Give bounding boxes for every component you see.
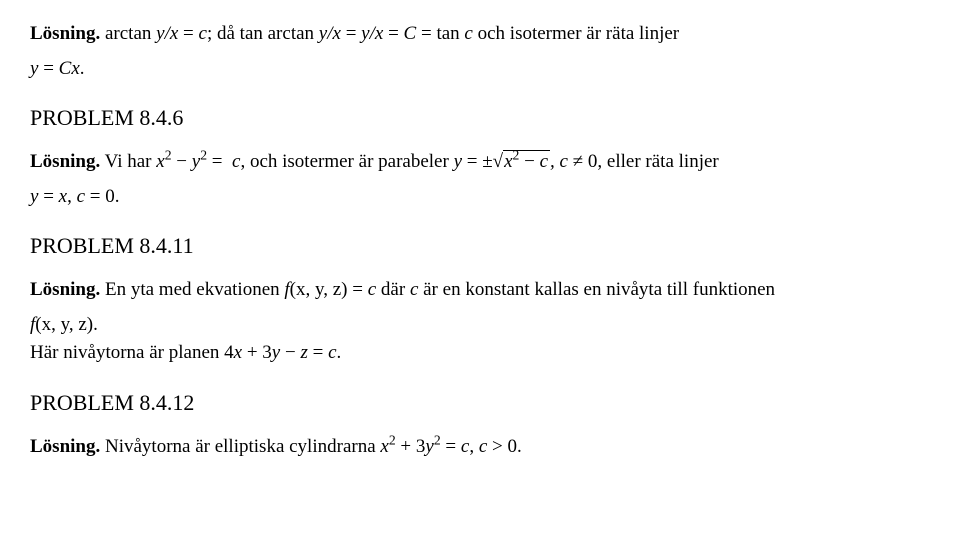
- text: Här nivåytorna är planen 4: [30, 342, 234, 363]
- var-x: x: [156, 151, 164, 172]
- expr: y/x: [319, 23, 341, 44]
- var-x: x: [59, 186, 67, 207]
- solution-846: Lösning. Vi har x2 − y2 = c, och isoterm…: [30, 148, 930, 177]
- eq: = tan: [416, 23, 464, 44]
- dot: .: [337, 342, 342, 363]
- solution-8411: Lösning. En yta med ekvationen f(x, y, z…: [30, 276, 930, 305]
- text: arctan: [100, 23, 156, 44]
- dot: .: [80, 58, 85, 79]
- var-c: c: [368, 279, 376, 300]
- var-x: x: [504, 151, 512, 172]
- sqrt-icon: x2 − c: [493, 148, 550, 177]
- neq: ≠ 0: [568, 151, 597, 172]
- var-x: x: [234, 342, 242, 363]
- plus: + 3: [242, 342, 272, 363]
- expr: y/x: [361, 23, 383, 44]
- var-z: z: [300, 342, 307, 363]
- var-c: c: [77, 186, 85, 207]
- losning-label: Lösning.: [30, 151, 100, 172]
- text: ; då tan arctan: [207, 23, 319, 44]
- var-c: c: [328, 342, 336, 363]
- text: och isotermer är räta linjer: [473, 23, 679, 44]
- var-y: y: [272, 342, 280, 363]
- expr: y/x: [156, 23, 178, 44]
- args: (x, y, z): [290, 279, 348, 300]
- eq-pm: = ±: [462, 151, 493, 172]
- text: där: [376, 279, 410, 300]
- solution-1: Lösning. arctan y/x = c; då tan arctan y…: [30, 20, 930, 49]
- dot: .: [93, 314, 98, 335]
- eq: =: [348, 279, 368, 300]
- solution-8411-line2: f(x, y, z).: [30, 311, 930, 340]
- var-c: c: [479, 436, 487, 457]
- eq: =: [383, 23, 403, 44]
- text: , eller räta linjer: [597, 151, 718, 172]
- var-y: y: [192, 151, 200, 172]
- losning-label: Lösning.: [30, 436, 100, 457]
- text: En yta med ekvationen: [100, 279, 284, 300]
- problem-heading-8412: PROBLEM 8.4.12: [30, 386, 930, 419]
- losning-label: Lösning.: [30, 23, 100, 44]
- losning-label: Lösning.: [30, 279, 100, 300]
- solution-846-line2: y = x, c = 0.: [30, 183, 930, 212]
- var-x: x: [380, 436, 388, 457]
- eq: =: [207, 151, 227, 172]
- eq: =: [441, 436, 461, 457]
- sup-2: 2: [165, 148, 172, 163]
- args: (x, y, z): [35, 314, 93, 335]
- comma: ,: [67, 186, 77, 207]
- gt0: > 0.: [487, 436, 521, 457]
- plus: + 3: [396, 436, 426, 457]
- var-c: c: [199, 23, 207, 44]
- var-y: y: [425, 436, 433, 457]
- eq: =: [38, 58, 58, 79]
- eq: =: [178, 23, 198, 44]
- eq0: = 0.: [85, 186, 119, 207]
- solution-1-line2: y = Cx.: [30, 55, 930, 84]
- sup-2: 2: [389, 432, 396, 447]
- problem-heading-846: PROBLEM 8.4.6: [30, 101, 930, 134]
- expr: Cx: [59, 58, 80, 79]
- comma-c: , c: [550, 151, 568, 172]
- text: Vi har: [100, 151, 156, 172]
- solution-8411-line3: Här nivåytorna är planen 4x + 3y − z = c…: [30, 339, 930, 368]
- eq: =: [308, 342, 328, 363]
- var-y: y: [454, 151, 462, 172]
- var-C: C: [404, 23, 417, 44]
- text: , och isotermer är parabeler: [240, 151, 453, 172]
- var-c: c: [464, 23, 472, 44]
- sup-2: 2: [434, 432, 441, 447]
- comma: ,: [469, 436, 479, 457]
- minus: −: [519, 151, 539, 172]
- problem-heading-8411: PROBLEM 8.4.11: [30, 229, 930, 262]
- eq: =: [38, 186, 58, 207]
- text: är en konstant kallas en nivåyta till fu…: [418, 279, 775, 300]
- eq: =: [341, 23, 361, 44]
- text: Nivåytorna är elliptiska cylindrarna: [100, 436, 380, 457]
- var-c: c: [540, 151, 548, 172]
- solution-8412: Lösning. Nivåytorna är elliptiska cylind…: [30, 433, 930, 462]
- minus: −: [280, 342, 300, 363]
- minus: −: [172, 151, 192, 172]
